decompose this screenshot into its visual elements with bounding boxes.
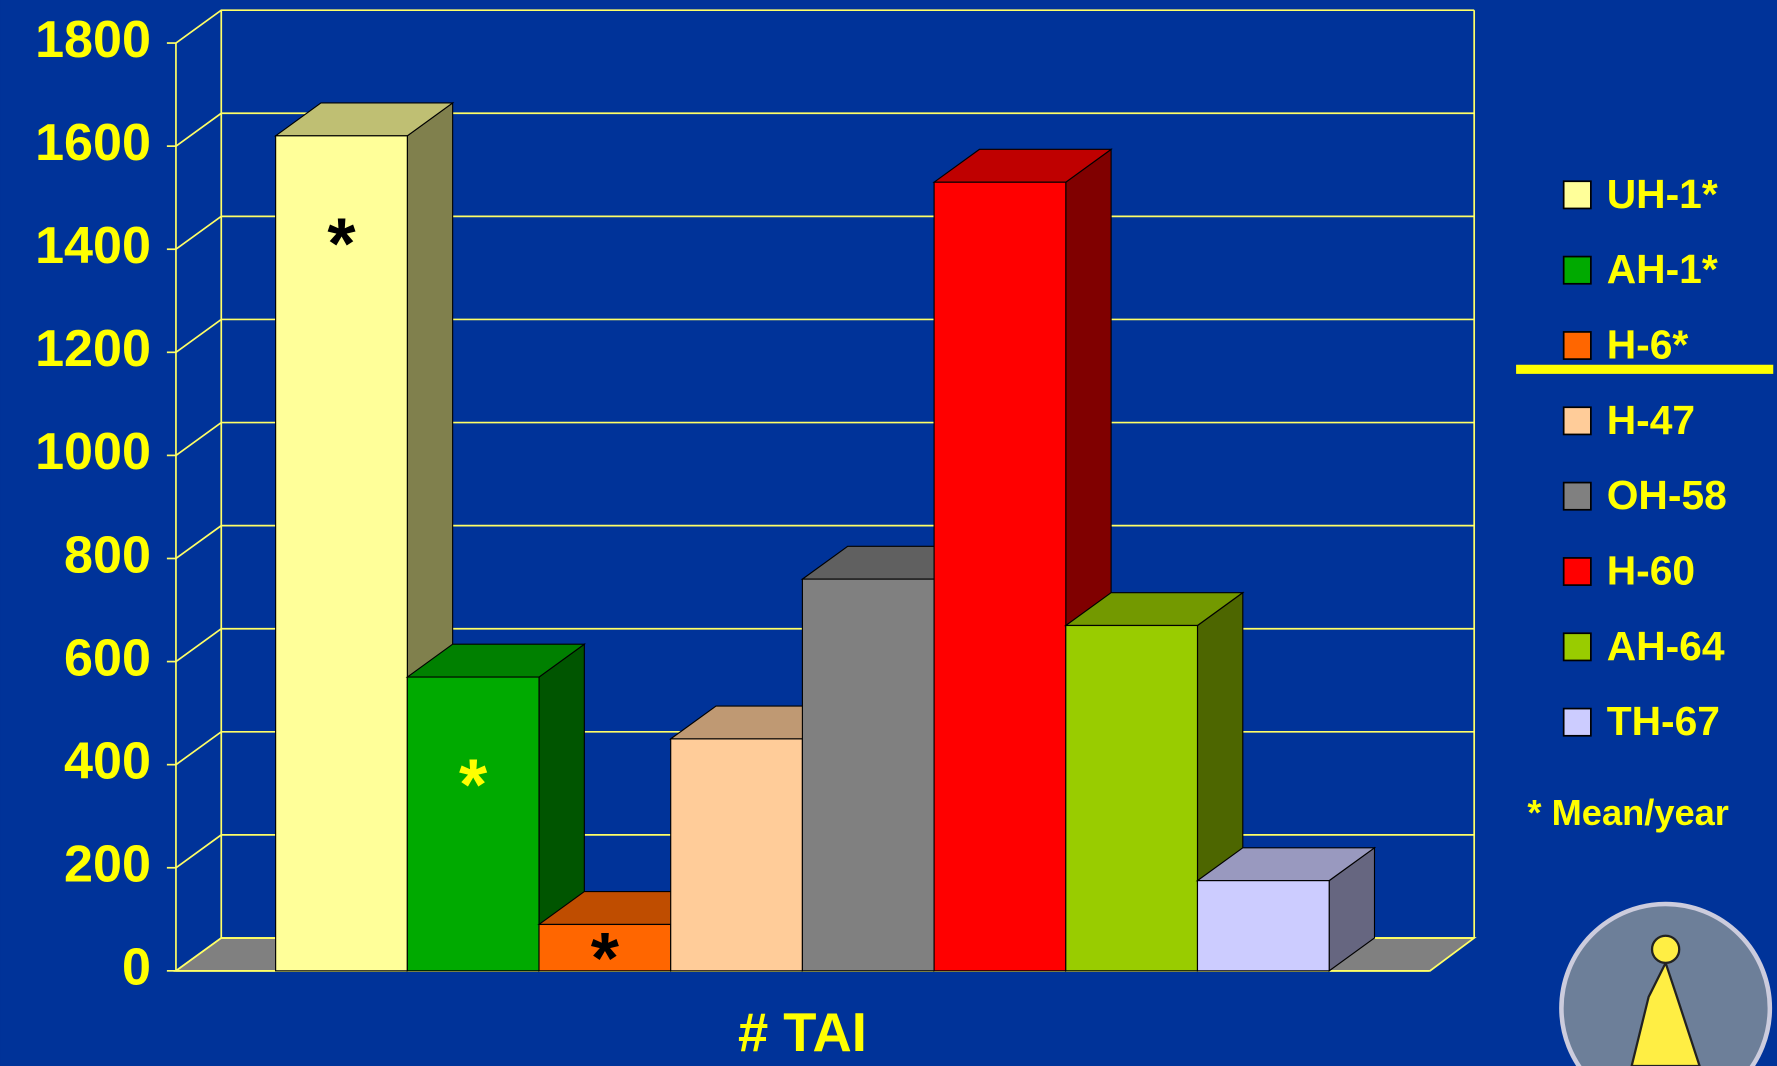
annotation: *	[591, 918, 620, 999]
annotation: *	[459, 744, 488, 825]
bar	[1196, 880, 1330, 972]
y-tick-label: 1000	[35, 423, 151, 481]
legend-swatch	[1562, 180, 1592, 210]
legend-label: UH-1*	[1607, 171, 1718, 217]
annotation: *	[327, 203, 356, 284]
legend-swatch	[1562, 331, 1592, 360]
y-tick-label: 800	[64, 526, 151, 584]
bar	[801, 578, 935, 972]
y-tick-label: 0	[122, 939, 151, 997]
grid-line	[175, 9, 1475, 44]
legend-swatch	[1562, 707, 1592, 737]
legend-label: TH-67	[1607, 698, 1720, 744]
bar	[1065, 624, 1199, 972]
y-tick-label: 1600	[35, 114, 151, 172]
y-tick-label: 600	[64, 629, 151, 687]
footnote: * Mean/year	[1527, 792, 1729, 833]
bar	[538, 923, 672, 972]
y-tick-label: 1800	[35, 11, 151, 69]
y-tick-label: 1400	[35, 217, 151, 275]
legend-label: H-6*	[1607, 322, 1689, 368]
legend-label: AH-64	[1607, 623, 1725, 669]
bar	[275, 135, 408, 972]
legend-label: H-60	[1607, 548, 1695, 594]
legend-label: AH-1*	[1607, 246, 1718, 292]
bar	[406, 676, 540, 972]
y-tick-label: 1200	[35, 320, 151, 378]
legend-swatch	[1562, 406, 1592, 436]
logo	[1559, 901, 1773, 1066]
bar	[933, 181, 1067, 972]
legend-label: H-47	[1607, 397, 1695, 443]
x-axis-label: # TAI	[738, 1002, 867, 1063]
legend-swatch	[1562, 632, 1592, 662]
legend-swatch	[1562, 255, 1592, 285]
y-tick-label: 200	[64, 836, 151, 894]
grid-line	[175, 112, 1475, 147]
legend-label: OH-58	[1607, 472, 1727, 518]
y-tick-label: 400	[64, 732, 151, 790]
legend-swatch	[1562, 557, 1592, 586]
legend-swatch	[1562, 481, 1592, 511]
bar	[670, 738, 803, 972]
